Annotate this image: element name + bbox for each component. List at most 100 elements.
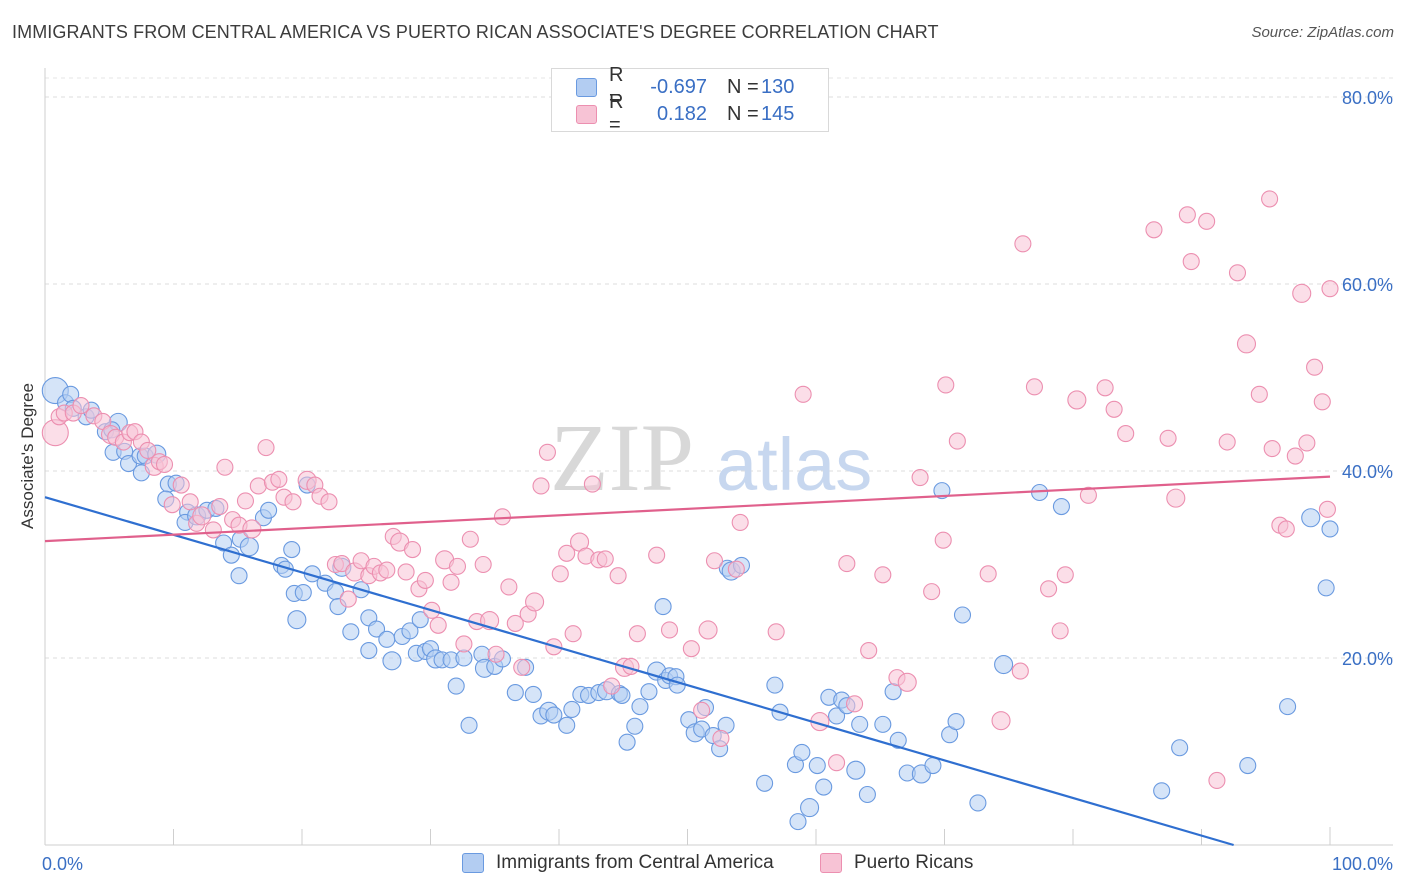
puerto-ricans-point bbox=[403, 540, 422, 559]
puerto-ricans-point bbox=[1318, 500, 1336, 518]
puerto-ricans-point bbox=[192, 506, 212, 526]
central-america-point bbox=[360, 641, 378, 660]
central-america-point bbox=[524, 685, 542, 704]
puerto-ricans-point bbox=[648, 546, 666, 564]
puerto-ricans-point bbox=[461, 530, 479, 548]
trend-line-puerto-ricans bbox=[44, 475, 1331, 543]
n-value: 145 bbox=[761, 102, 795, 125]
central-america-point bbox=[874, 715, 892, 733]
central-america-point bbox=[342, 623, 360, 641]
puerto-ricans-point bbox=[628, 625, 646, 643]
puerto-ricans-point bbox=[991, 711, 1011, 731]
puerto-ricans-point bbox=[506, 614, 524, 632]
central-america-point bbox=[994, 654, 1014, 675]
puerto-ricans-point bbox=[1236, 334, 1257, 354]
x-tick-label-min: 0.0% bbox=[42, 854, 83, 874]
puerto-ricans-point bbox=[1178, 206, 1196, 224]
legend-row-blue: R = -0.697 N = 130 bbox=[576, 64, 794, 109]
puerto-ricans-point bbox=[1277, 520, 1295, 538]
puerto-ricans-point bbox=[270, 470, 288, 488]
central-america-point bbox=[215, 534, 233, 552]
puerto-ricans-point bbox=[558, 544, 576, 562]
puerto-ricans-point bbox=[712, 729, 730, 747]
puerto-ricans-point bbox=[1292, 283, 1312, 303]
central-america-point bbox=[1301, 508, 1321, 528]
central-america-point bbox=[1052, 497, 1070, 516]
puerto-ricans-point bbox=[693, 701, 711, 719]
puerto-ricans-point bbox=[448, 557, 467, 575]
puerto-ricans-point bbox=[236, 492, 255, 510]
puerto-ricans-point bbox=[474, 555, 492, 574]
trend-lines bbox=[44, 475, 1331, 847]
central-america-point bbox=[230, 567, 248, 585]
puerto-ricans-point bbox=[838, 555, 856, 573]
puerto-ricans-point bbox=[487, 645, 505, 663]
puerto-ricans-point bbox=[897, 672, 917, 692]
puerto-ricans-point bbox=[609, 567, 627, 585]
puerto-ricans-point bbox=[794, 385, 812, 403]
central-america-point bbox=[924, 756, 942, 775]
puerto-ricans-point bbox=[429, 616, 447, 634]
puerto-ricans-point bbox=[155, 455, 174, 474]
puerto-ricans-point bbox=[551, 565, 569, 583]
puerto-ricans-point bbox=[339, 590, 357, 608]
puerto-ricans-point bbox=[416, 571, 434, 589]
central-america-point bbox=[789, 813, 807, 831]
puerto-ricans-point bbox=[596, 550, 614, 568]
puerto-ricans-point bbox=[979, 565, 997, 583]
r-label: R = bbox=[609, 64, 624, 109]
central-america-point bbox=[933, 482, 951, 500]
puerto-ricans-point bbox=[442, 573, 460, 591]
puerto-ricans-point bbox=[333, 555, 351, 573]
trend-line-central-america bbox=[44, 496, 1234, 847]
puerto-ricans-point bbox=[874, 566, 892, 584]
puerto-ricans-point bbox=[564, 625, 582, 643]
central-america-point bbox=[793, 743, 811, 761]
central-america-point bbox=[1171, 739, 1189, 757]
puerto-ricans-point bbox=[1014, 235, 1032, 253]
legend-label-central-america: Immigrants from Central America bbox=[496, 852, 774, 873]
puerto-ricans-point bbox=[1298, 434, 1316, 452]
puerto-ricans-point bbox=[1166, 488, 1186, 508]
central-america-point bbox=[654, 598, 672, 616]
y-axis-title: Associate's Degree bbox=[18, 383, 37, 529]
puerto-ricans-point bbox=[911, 468, 929, 487]
central-america-point bbox=[953, 606, 972, 624]
puerto-ricans-point bbox=[767, 623, 785, 641]
bottom-legend-pink: Puerto Ricans bbox=[820, 852, 973, 874]
puerto-ricans-point bbox=[1040, 580, 1058, 598]
central-america-point bbox=[287, 610, 307, 630]
y-tick-label: 60.0% bbox=[1342, 275, 1393, 295]
puerto-ricans-point bbox=[1182, 253, 1200, 271]
puerto-ricans-point bbox=[1096, 379, 1114, 397]
central-america-point bbox=[815, 778, 833, 796]
puerto-ricans-point bbox=[513, 658, 531, 676]
central-america-point bbox=[851, 715, 869, 733]
puerto-ricans-point bbox=[845, 695, 864, 713]
puerto-ricans-point bbox=[731, 513, 749, 531]
legend-row-pink: R = 0.182 N = 145 bbox=[576, 91, 795, 136]
puerto-ricans-point bbox=[1056, 566, 1074, 584]
puerto-ricans-point bbox=[1079, 486, 1097, 504]
r-value: 0.182 bbox=[656, 102, 707, 125]
central-america-point bbox=[283, 540, 301, 559]
central-america-point bbox=[756, 774, 774, 792]
central-america-point bbox=[808, 756, 826, 775]
watermark-atlas: atlas bbox=[716, 423, 872, 506]
watermark-zip: ZIP bbox=[550, 404, 694, 511]
central-america-point bbox=[947, 713, 965, 731]
puerto-ricans-point bbox=[948, 432, 966, 450]
axis-labels: 20.0% 40.0% 60.0% 80.0% 0.0% 100.0% Associate'… bbox=[18, 88, 1393, 874]
puerto-ricans-point bbox=[1250, 385, 1268, 403]
puerto-ricans-point bbox=[660, 621, 679, 639]
correlation-legend: R = -0.697 N = 130 R = 0.182 N = 145 bbox=[551, 64, 829, 136]
puerto-ricans-point bbox=[1051, 622, 1069, 640]
puerto-ricans-point bbox=[1286, 447, 1304, 465]
puerto-ricans-point bbox=[249, 477, 267, 495]
puerto-ricans-point bbox=[1105, 400, 1123, 418]
grid-lines bbox=[45, 77, 1393, 659]
puerto-ricans-point bbox=[727, 560, 745, 578]
puerto-ricans-point bbox=[1198, 212, 1216, 230]
puerto-ricans-point bbox=[1263, 440, 1281, 458]
puerto-ricans-point bbox=[1306, 358, 1324, 376]
